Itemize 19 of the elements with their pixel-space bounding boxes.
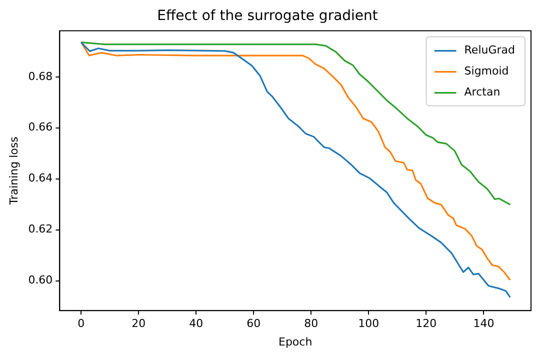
x-tick-label: 80 — [304, 317, 318, 330]
y-tick-label: 0.66 — [28, 120, 53, 134]
x-tick-label: 60 — [246, 317, 261, 330]
x-tick-label: 40 — [189, 317, 204, 330]
y-tick-label: 0.68 — [28, 70, 53, 83]
x-tick-label: 100 — [358, 317, 380, 330]
x-tick-label: 120 — [416, 317, 437, 330]
y-tick-label: 0.62 — [28, 222, 53, 236]
y-tick-label: 0.64 — [28, 172, 53, 185]
x-tick-label: 140 — [473, 317, 494, 330]
y-axis-title: Training loss — [7, 136, 20, 206]
y-tick-label: 0.60 — [28, 274, 53, 287]
chart-title: Effect of the surrogate gradient — [157, 8, 378, 24]
legend-label: Sigmoid — [464, 64, 509, 78]
x-axis-title: Epoch — [278, 335, 312, 348]
x-tick-label: 0 — [78, 317, 85, 330]
legend-label: Arctan — [464, 86, 500, 99]
x-tick-label: 20 — [132, 317, 146, 330]
legend-label: ReluGrad — [464, 44, 516, 57]
